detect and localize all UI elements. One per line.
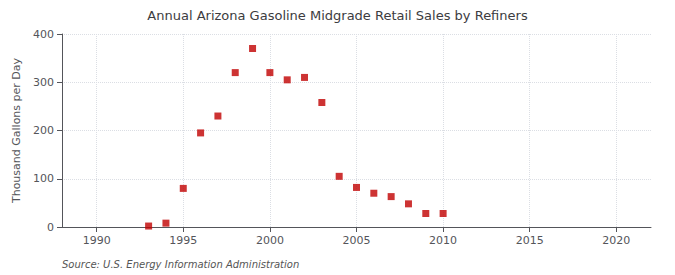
svg-text:Thousand Gallons per Day: Thousand Gallons per Day (10, 57, 23, 204)
svg-text:2000: 2000 (256, 234, 284, 247)
svg-text:Annual Arizona Gasoline Midgra: Annual Arizona Gasoline Midgrade Retail … (147, 8, 528, 23)
svg-text:100: 100 (33, 172, 54, 185)
svg-text:400: 400 (33, 28, 54, 41)
svg-text:1990: 1990 (83, 234, 111, 247)
svg-text:2005: 2005 (343, 234, 371, 247)
svg-text:1995: 1995 (169, 234, 197, 247)
svg-text:300: 300 (33, 76, 54, 89)
svg-text:200: 200 (33, 124, 54, 137)
svg-text:2020: 2020 (602, 234, 630, 247)
svg-text:2010: 2010 (429, 234, 457, 247)
svg-text:Source: U.S. Energy Informatio: Source: U.S. Energy Information Administ… (62, 259, 299, 270)
svg-text:0: 0 (47, 221, 54, 234)
svg-text:2015: 2015 (516, 234, 544, 247)
